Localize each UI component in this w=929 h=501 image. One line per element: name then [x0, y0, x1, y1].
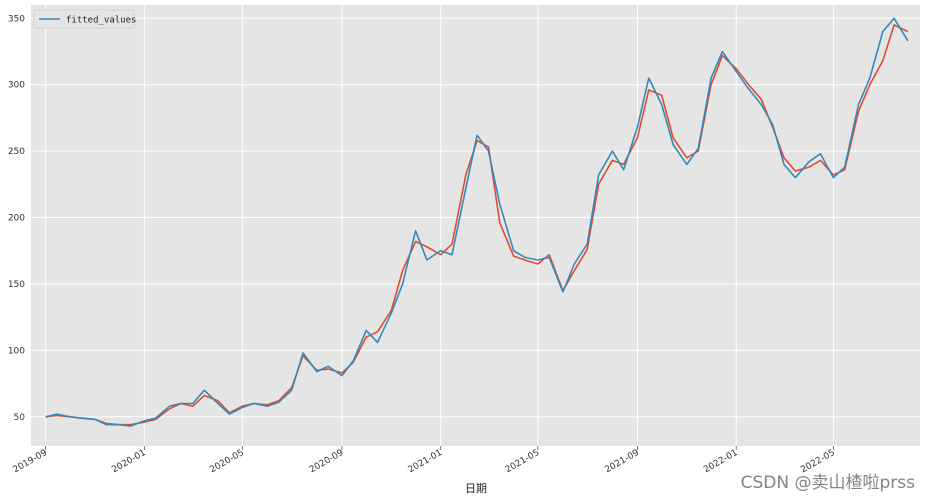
x-axis: 2019-09 2020-01 2020-05 2020-09 2021-01 2021-…	[12, 446, 837, 475]
legend-box	[33, 9, 135, 29]
y-tick-label: 150	[8, 280, 25, 290]
x-tick-label: 2021-01	[407, 448, 445, 475]
series-line-actual	[45, 24, 909, 426]
legend: fitted_values	[33, 9, 136, 29]
legend-label: fitted_values	[66, 16, 136, 26]
x-tick-label: 2019-09	[12, 448, 50, 476]
watermark-text: CSDN @卖山楂啦prss	[740, 473, 915, 493]
x-tick-label: 2021-05	[504, 448, 542, 475]
y-tick-label: 50	[14, 413, 26, 423]
x-axis-label: 日期	[465, 482, 487, 495]
series-layer	[45, 17, 909, 427]
y-tick-label: 200	[8, 214, 25, 224]
y-tick-label: 300	[8, 81, 25, 91]
x-tick-label: 2020-01	[110, 448, 148, 475]
series-line-fitted-values	[45, 17, 909, 427]
y-tick-label: 250	[8, 147, 25, 157]
x-tick-label: 2021-09	[603, 448, 641, 476]
x-tick-label: 2022-01	[702, 448, 740, 475]
grid-lines	[31, 5, 920, 446]
y-tick-label: 350	[8, 14, 25, 24]
y-axis: 50 100 150 200 250 300 350	[8, 14, 25, 422]
x-tick-label: 2020-05	[208, 448, 246, 475]
plot-area	[31, 5, 920, 446]
x-tick-label: 2020-09	[308, 448, 346, 476]
y-tick-label: 100	[8, 346, 25, 356]
